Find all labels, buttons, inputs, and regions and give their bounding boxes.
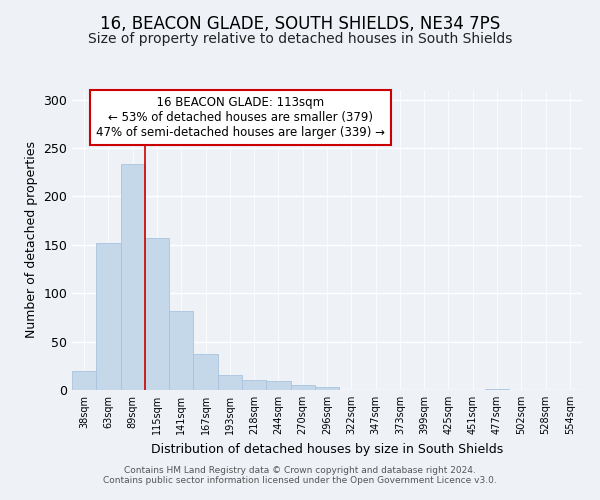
Bar	[193, 354, 218, 390]
Bar	[121, 164, 145, 390]
Bar	[218, 374, 242, 390]
Text: Size of property relative to detached houses in South Shields: Size of property relative to detached ho…	[88, 32, 512, 46]
Bar	[266, 382, 290, 390]
Text: 16 BEACON GLADE: 113sqm  
← 53% of detached houses are smaller (379)
47% of semi: 16 BEACON GLADE: 113sqm ← 53% of detache…	[96, 96, 385, 139]
Bar	[145, 238, 169, 390]
Text: 16, BEACON GLADE, SOUTH SHIELDS, NE34 7PS: 16, BEACON GLADE, SOUTH SHIELDS, NE34 7P…	[100, 15, 500, 33]
Bar	[242, 380, 266, 390]
Bar	[96, 243, 121, 390]
Bar	[169, 310, 193, 390]
Bar	[485, 389, 509, 390]
Bar	[72, 370, 96, 390]
Text: Contains HM Land Registry data © Crown copyright and database right 2024.
Contai: Contains HM Land Registry data © Crown c…	[103, 466, 497, 485]
X-axis label: Distribution of detached houses by size in South Shields: Distribution of detached houses by size …	[151, 442, 503, 456]
Bar	[290, 385, 315, 390]
Bar	[315, 387, 339, 390]
Y-axis label: Number of detached properties: Number of detached properties	[25, 142, 38, 338]
